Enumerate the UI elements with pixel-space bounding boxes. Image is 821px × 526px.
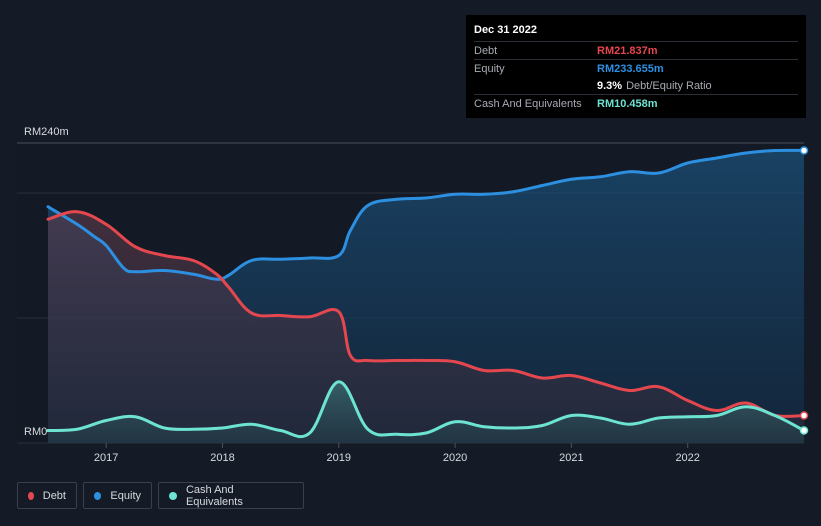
cash-endpoint [799,426,809,435]
tooltip-panel: Dec 31 2022 Debt RM21.837m Equity RM233.… [466,15,806,118]
equity-dot-icon [94,491,102,500]
tooltip-debt-label: Debt [474,44,498,57]
debt-line [46,210,806,418]
tooltip-date: Dec 31 2022 [474,24,537,36]
x-tick-label: 2020 [443,452,467,464]
legend-debt-label: Debt [42,489,66,502]
series-lines [46,148,806,439]
tooltip-row-debt: Debt RM21.837m [474,41,798,59]
tooltip-row-cash: Cash And Equivalents RM10.458m [474,94,798,112]
legend-item-equity[interactable]: Equity [83,482,152,509]
debt-endpoint [799,411,809,420]
tooltip-equity-value: RM233.655m [597,62,664,75]
legend-item-debt[interactable]: Debt [17,482,77,509]
x-tick-label: 2018 [210,452,234,464]
tooltip-cash-value: RM10.458m [597,97,658,110]
cash-line [46,380,806,439]
x-tick-label: 2021 [559,452,583,464]
cash-dot-icon [169,491,177,500]
equity-endpoint [799,146,809,155]
tooltip-equity-label: Equity [474,62,505,75]
debt-area [48,211,804,443]
x-tick-label: 2017 [94,452,118,464]
series-areas [48,150,804,444]
x-tick-label: 2022 [675,452,699,464]
equity-line [46,148,806,281]
debt-dot-icon [28,491,34,500]
y-axis-top-label: RM240m [24,126,69,138]
x-axis-ticks: 2017 2018 2019 2020 2021 2022 [94,443,700,464]
legend-cash-label: Cash And Equivalents [185,483,243,508]
tooltip-row-ratio: 9.3% Debt/Equity Ratio [474,77,798,94]
tooltip-cash-label: Cash And Equivalents [474,97,582,110]
y-axis-bottom-label: RM0 [24,426,47,438]
tooltip-debt-value: RM21.837m [597,44,658,57]
legend-item-cash[interactable]: Cash And Equivalents [158,482,304,509]
x-tick-label: 2019 [327,452,351,464]
tooltip-row-equity: Equity RM233.655m [474,59,798,77]
tooltip-ratio-value: 9.3% [597,79,623,92]
series-endpoints [799,146,809,435]
tooltip-ratio-label: Debt/Equity Ratio [626,79,712,92]
cash-area [48,381,804,443]
legend-equity-label: Equity [110,489,141,502]
